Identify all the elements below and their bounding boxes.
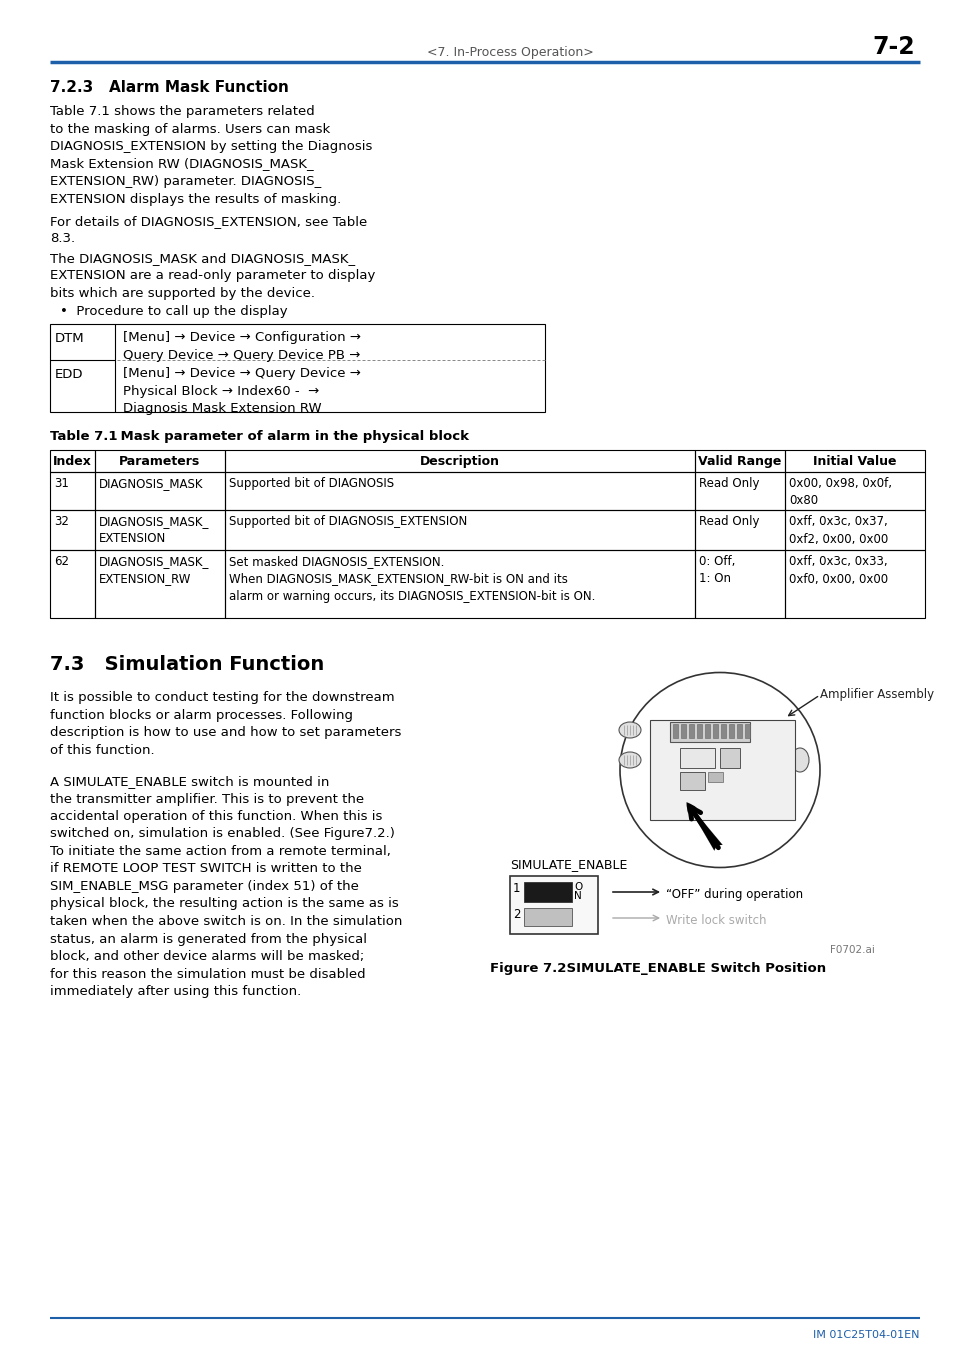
Text: A SIMULATE_ENABLE switch is mounted in
the transmitter amplifier. This is to pre: A SIMULATE_ENABLE switch is mounted in t… (50, 775, 402, 998)
Text: 0xff, 0x3c, 0x33,
0xf0, 0x00, 0x00: 0xff, 0x3c, 0x33, 0xf0, 0x00, 0x00 (788, 555, 887, 586)
Bar (50, 510, 95, 549)
Text: Write lock switch: Write lock switch (665, 914, 765, 927)
Text: Set masked DIAGNOSIS_EXTENSION.
When DIAGNOSIS_MASK_EXTENSION_RW-bit is ON and i: Set masked DIAGNOSIS_EXTENSION. When DIA… (229, 555, 595, 603)
Text: 7.3   Simulation Function: 7.3 Simulation Function (50, 655, 324, 674)
Text: It is possible to conduct testing for the downstream
function blocks or alarm pr: It is possible to conduct testing for th… (50, 691, 401, 756)
Text: 62: 62 (54, 555, 69, 568)
Text: Read Only: Read Only (699, 477, 759, 490)
Bar (728, 724, 733, 738)
Bar (695, 450, 784, 472)
Text: Supported bit of DIAGNOSIS_EXTENSION: Supported bit of DIAGNOSIS_EXTENSION (229, 514, 467, 528)
Bar (695, 510, 784, 549)
Text: [Menu] → Device → Query Device →
Physical Block → Index60 -  →
Diagnosis Mask Ex: [Menu] → Device → Query Device → Physica… (123, 367, 360, 414)
Bar (225, 450, 695, 472)
Bar (95, 450, 225, 472)
Ellipse shape (790, 748, 808, 772)
Bar (704, 724, 709, 738)
Bar (95, 549, 225, 618)
Text: EDD: EDD (55, 369, 84, 381)
Text: DTM: DTM (55, 332, 85, 346)
Text: Amplifier Assembly: Amplifier Assembly (820, 688, 933, 701)
Bar (95, 472, 225, 510)
Text: 0x00, 0x98, 0x0f,
0x80: 0x00, 0x98, 0x0f, 0x80 (788, 477, 891, 508)
Text: SIMULATE_ENABLE Switch Position: SIMULATE_ENABLE Switch Position (547, 963, 825, 975)
Text: Table 7.1 shows the parameters related
to the masking of alarms. Users can mask
: Table 7.1 shows the parameters related t… (50, 105, 372, 205)
Bar (784, 510, 924, 549)
Text: O: O (574, 882, 581, 892)
Text: Valid Range: Valid Range (698, 455, 781, 468)
Bar (649, 720, 794, 819)
Bar (695, 472, 784, 510)
Bar (784, 549, 924, 618)
Bar (679, 772, 704, 790)
Bar (688, 724, 693, 738)
Text: Description: Description (419, 455, 499, 468)
Text: Figure 7.2: Figure 7.2 (490, 963, 566, 975)
Text: IM 01C25T04-01EN: IM 01C25T04-01EN (813, 1330, 919, 1341)
Bar (679, 748, 714, 768)
Bar (510, 876, 598, 934)
Bar (744, 724, 749, 738)
Bar (523, 909, 572, 926)
Text: Mask parameter of alarm in the physical block: Mask parameter of alarm in the physical … (102, 431, 469, 443)
Bar (50, 324, 544, 412)
Text: The DIAGNOSIS_MASK and DIAGNOSIS_MASK_
EXTENSION are a read-only parameter to di: The DIAGNOSIS_MASK and DIAGNOSIS_MASK_ E… (50, 252, 375, 300)
Text: Read Only: Read Only (699, 514, 759, 528)
Text: DIAGNOSIS_MASK_
EXTENSION: DIAGNOSIS_MASK_ EXTENSION (99, 514, 209, 545)
Bar (680, 724, 685, 738)
Ellipse shape (618, 752, 640, 768)
Bar (784, 450, 924, 472)
Text: <7. In-Process Operation>: <7. In-Process Operation> (426, 46, 593, 59)
Text: DIAGNOSIS_MASK: DIAGNOSIS_MASK (99, 477, 203, 490)
Bar (697, 724, 701, 738)
Text: 0: Off,
1: On: 0: Off, 1: On (699, 555, 735, 586)
Text: N: N (574, 891, 581, 900)
Text: 1: 1 (513, 882, 520, 895)
Bar (712, 724, 718, 738)
Text: 7-2: 7-2 (871, 35, 914, 59)
Bar (225, 510, 695, 549)
Text: 0xff, 0x3c, 0x37,
0xf2, 0x00, 0x00: 0xff, 0x3c, 0x37, 0xf2, 0x00, 0x00 (788, 514, 887, 545)
Bar (523, 882, 572, 902)
Bar (720, 724, 725, 738)
Text: Index: Index (53, 455, 91, 468)
Bar (95, 510, 225, 549)
Bar (225, 549, 695, 618)
Text: Table 7.1: Table 7.1 (50, 431, 117, 443)
Bar (720, 748, 740, 768)
Text: Initial Value: Initial Value (812, 455, 896, 468)
Text: F0702.ai: F0702.ai (829, 945, 874, 954)
Bar (50, 450, 95, 472)
Ellipse shape (618, 722, 640, 738)
Text: SIMULATE_ENABLE: SIMULATE_ENABLE (510, 859, 627, 871)
Text: Supported bit of DIAGNOSIS: Supported bit of DIAGNOSIS (229, 477, 394, 490)
Bar (707, 772, 722, 782)
Text: For details of DIAGNOSIS_EXTENSION, see Table
8.3.: For details of DIAGNOSIS_EXTENSION, see … (50, 215, 367, 246)
Text: •  Procedure to call up the display: • Procedure to call up the display (60, 305, 287, 319)
Bar (672, 724, 678, 738)
Bar (225, 472, 695, 510)
Bar (784, 472, 924, 510)
Text: [Menu] → Device → Configuration →
Query Device → Query Device PB →: [Menu] → Device → Configuration → Query … (123, 331, 360, 362)
Bar (50, 549, 95, 618)
Text: DIAGNOSIS_MASK_
EXTENSION_RW: DIAGNOSIS_MASK_ EXTENSION_RW (99, 555, 209, 586)
Text: 31: 31 (54, 477, 69, 490)
Text: 2: 2 (513, 909, 520, 921)
Bar (50, 472, 95, 510)
Text: 32: 32 (54, 514, 69, 528)
Text: 7.2.3   Alarm Mask Function: 7.2.3 Alarm Mask Function (50, 80, 289, 94)
Text: Parameters: Parameters (119, 455, 200, 468)
Bar (669, 722, 749, 742)
Bar (695, 549, 784, 618)
Bar (737, 724, 741, 738)
Text: “OFF” during operation: “OFF” during operation (665, 888, 802, 900)
